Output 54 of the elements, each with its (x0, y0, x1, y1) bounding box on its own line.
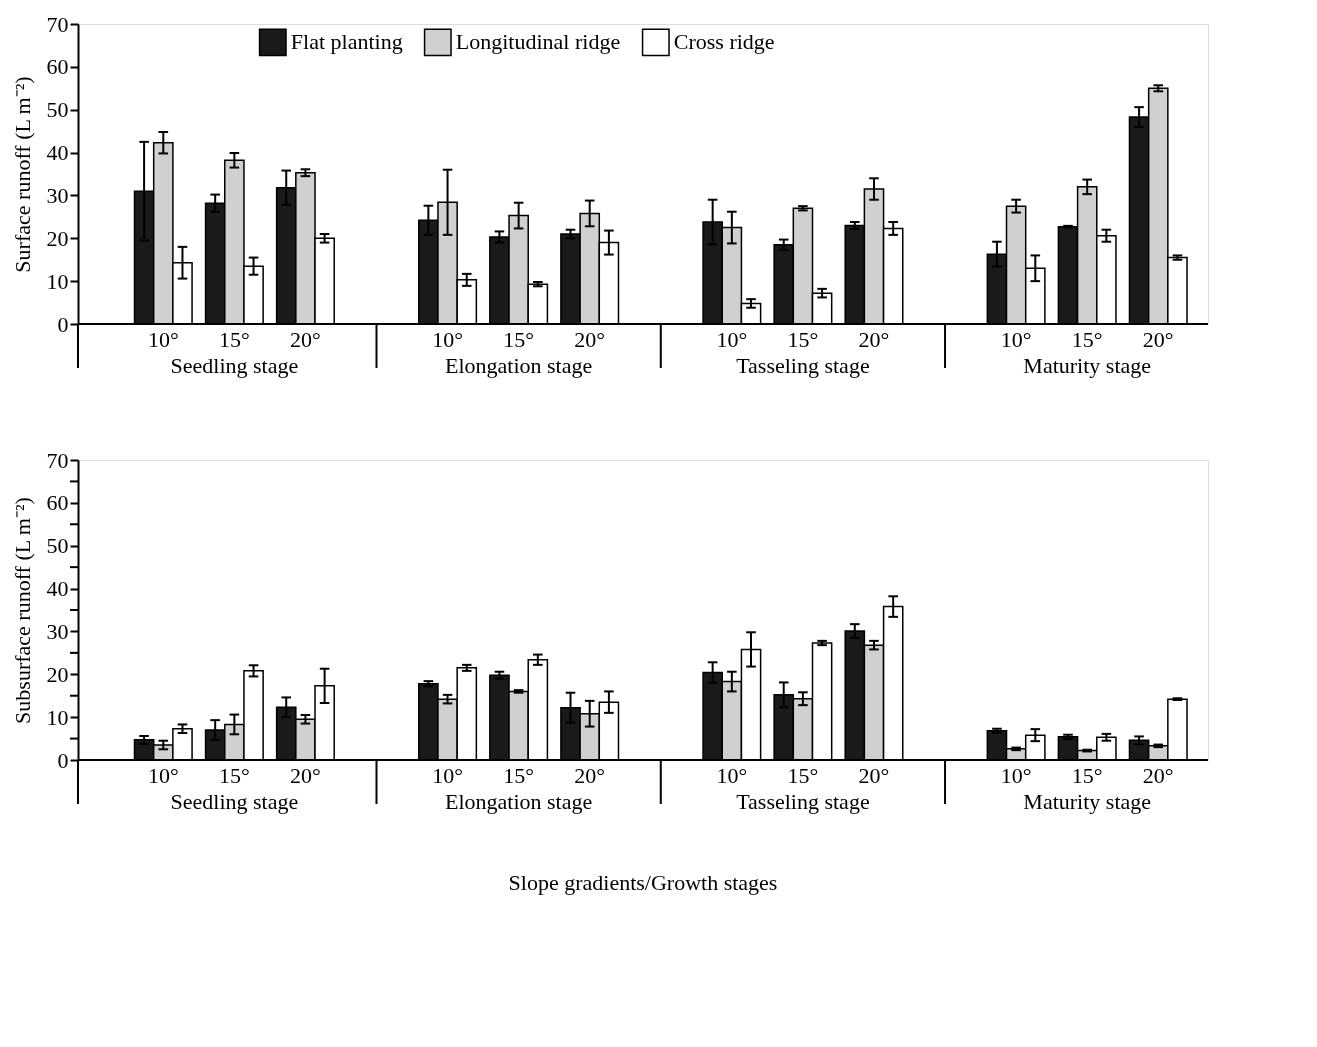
text: Seedling stage (170, 789, 299, 814)
x-tick-label: 15° (218, 327, 250, 352)
x-tick-label: 15° (218, 763, 250, 788)
y-axis-title: Subsurface runoff (L m⁻²) (9, 497, 35, 724)
y-tick-label: 40 (46, 576, 69, 602)
x-tick-label: 10° (147, 327, 179, 352)
y-tick-label: 60 (46, 54, 69, 80)
y-tick-label: 50 (46, 533, 69, 559)
legend-label: Longitudinal ridge (455, 29, 621, 55)
y-tick-label: 20 (46, 661, 69, 687)
x-tick-label: 15° (787, 327, 819, 352)
x-tick-label: 10° (1000, 763, 1032, 788)
x-tick-label: 10° (716, 327, 748, 352)
x-tick-label: 15° (787, 763, 819, 788)
x-tick-label: 20° (858, 763, 890, 788)
y-tick-label: 20 (46, 225, 69, 251)
y-tick-label: 30 (46, 618, 69, 644)
x-tick-label: 20° (574, 763, 606, 788)
y-tick-label: 40 (46, 140, 69, 166)
x-tick-label: 10° (716, 763, 748, 788)
y-axis-title: Surface runoff (L m⁻²) (9, 76, 35, 273)
text: Maturity stage (1023, 789, 1152, 814)
text: Elongation stage (445, 789, 593, 814)
y-tick-label: 0 (57, 311, 69, 337)
text: Tasseling stage (736, 353, 870, 378)
y-tick-label: 70 (46, 447, 69, 473)
x-tick-label: 20° (574, 327, 606, 352)
y-tick-label: 60 (46, 490, 69, 516)
text: Maturity stage (1023, 353, 1152, 378)
x-tick-label: 20° (1142, 327, 1174, 352)
legend-label: Flat planting (290, 29, 403, 55)
x-tick-label: 10° (432, 763, 463, 788)
y-tick-label: 50 (46, 97, 69, 123)
text: Seedling stage (170, 353, 299, 378)
x-tick-label: 15° (1071, 327, 1103, 352)
y-tick-label: 70 (46, 11, 69, 37)
y-tick-label: 30 (46, 182, 69, 208)
x-tick-label: 20° (858, 327, 890, 352)
x-tick-label: 10° (432, 327, 463, 352)
text: Tasseling stage (736, 789, 870, 814)
x-tick-label: 20° (1142, 763, 1174, 788)
x-tick-label: 15° (503, 327, 535, 352)
y-tick-label: 0 (57, 747, 69, 773)
x-tick-label: 15° (1071, 763, 1103, 788)
x-tick-label: 10° (1000, 327, 1032, 352)
x-tick-label: 10° (147, 763, 179, 788)
y-tick-label: 10 (46, 704, 69, 730)
text: Elongation stage (445, 353, 593, 378)
legend-label: Cross ridge (673, 29, 775, 55)
y-tick-label: 10 (46, 268, 69, 294)
x-axis-title: Slope gradients/Growth stages (508, 870, 778, 895)
x-tick-label: 20° (290, 763, 321, 788)
x-tick-label: 15° (503, 763, 535, 788)
x-tick-label: 20° (290, 327, 321, 352)
